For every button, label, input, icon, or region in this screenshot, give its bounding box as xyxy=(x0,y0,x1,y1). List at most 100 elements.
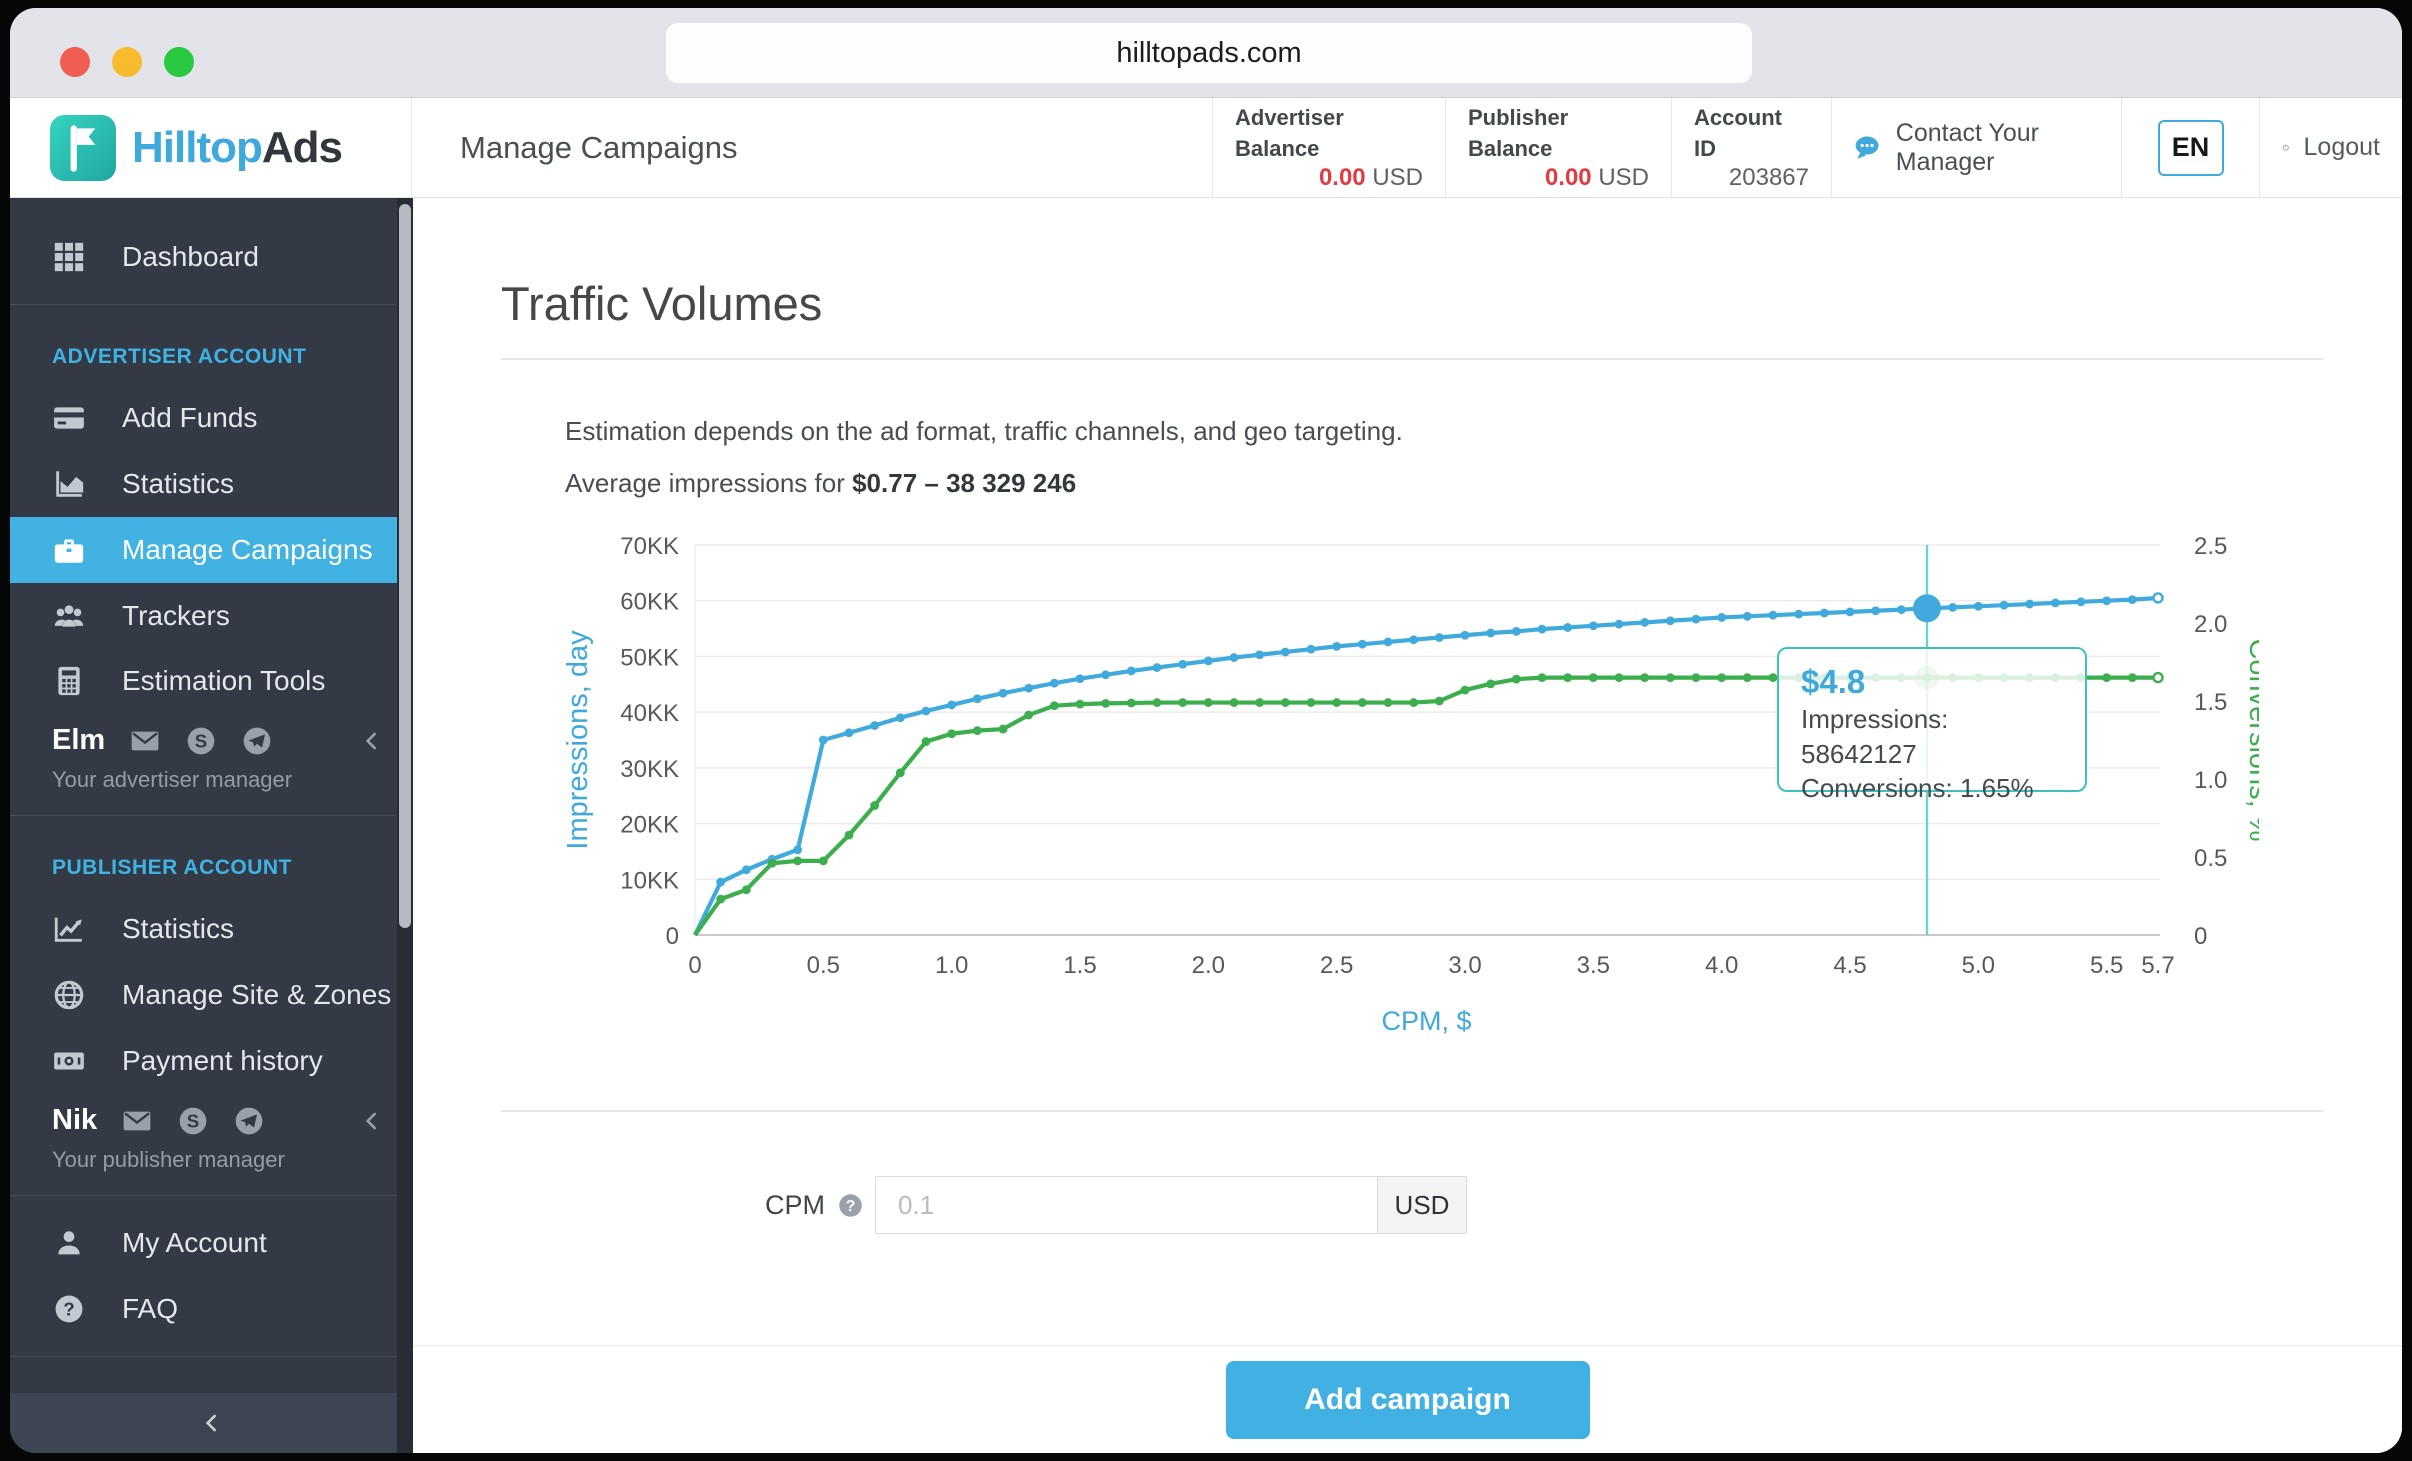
svg-text:2.5: 2.5 xyxy=(2194,533,2227,560)
svg-text:2.5: 2.5 xyxy=(1320,952,1353,979)
sidebar-item-label: Payment history xyxy=(122,1045,323,1077)
svg-text:1.5: 1.5 xyxy=(1063,952,1096,979)
average-impressions-line: Average impressions for $0.77 – 38 329 2… xyxy=(565,468,1077,498)
svg-text:S: S xyxy=(187,1110,199,1131)
page-title: Manage Campaigns xyxy=(460,129,738,165)
help-icon[interactable]: ? xyxy=(837,1192,864,1219)
window-zoom-button[interactable] xyxy=(164,47,194,77)
question-circle-icon: ? xyxy=(55,1295,83,1323)
account-id-value: 203867 xyxy=(1728,164,1809,192)
language-selector[interactable]: EN xyxy=(2157,119,2224,176)
globe-icon xyxy=(54,980,84,1010)
svg-text:0: 0 xyxy=(688,952,701,979)
svg-text:?: ? xyxy=(846,1198,856,1215)
svg-text:0.5: 0.5 xyxy=(807,952,840,979)
sidebar-item-label: Statistics xyxy=(122,913,235,945)
chevron-left-icon[interactable] xyxy=(359,1108,385,1134)
advertiser-manager-card: Elm S xyxy=(10,714,413,801)
account-id-label: Account ID xyxy=(1694,104,1782,161)
sidebar-item-manage-site-zones[interactable]: Manage Site & Zones xyxy=(10,962,413,1028)
browser-window: hilltopads.com HilltopAds Manage Campaig… xyxy=(10,8,2402,1453)
svg-text:4.0: 4.0 xyxy=(1705,952,1738,979)
sidebar-item-label: Manage Campaigns xyxy=(122,533,373,565)
svg-text:2.0: 2.0 xyxy=(1192,952,1225,979)
sidebar-item-faq[interactable]: ? FAQ xyxy=(10,1276,413,1342)
svg-text:5.5: 5.5 xyxy=(2090,952,2123,979)
svg-text:1.0: 1.0 xyxy=(935,952,968,979)
skype-icon[interactable]: S xyxy=(185,725,217,757)
contact-manager-button[interactable]: Contact Your Manager xyxy=(1831,98,2121,197)
telegram-icon[interactable] xyxy=(233,1105,265,1137)
calculator-icon xyxy=(58,667,80,696)
sidebar-divider xyxy=(10,303,413,305)
sidebar-item-label: Dashboard xyxy=(122,240,259,272)
cpm-currency-addon: USD xyxy=(1377,1176,1467,1234)
url-text: hilltopads.com xyxy=(1116,36,1302,69)
advertiser-manager-subtitle: Your advertiser manager xyxy=(52,767,293,793)
power-icon xyxy=(2282,144,2289,151)
main-content: Traffic Volumes Estimation depends on th… xyxy=(413,198,2402,1453)
svg-text:5.0: 5.0 xyxy=(1962,952,1995,979)
window-minimize-button[interactable] xyxy=(112,47,142,77)
svg-text:0: 0 xyxy=(2194,923,2207,950)
publisher-manager-subtitle: Your publisher manager xyxy=(52,1147,285,1173)
sidebar-item-dashboard[interactable]: Dashboard xyxy=(10,224,413,290)
add-campaign-button[interactable]: Add campaign xyxy=(1225,1360,1590,1439)
publisher-manager-name: Nik xyxy=(52,1104,98,1137)
email-icon[interactable] xyxy=(129,725,161,757)
account-id: Account ID 203867 xyxy=(1671,98,1831,197)
address-bar[interactable]: hilltopads.com xyxy=(666,23,1752,83)
sidebar-item-my-account[interactable]: My Account xyxy=(10,1210,413,1276)
email-icon[interactable] xyxy=(121,1105,153,1137)
advertiser-balance-label: Advertiser Balance xyxy=(1235,104,1344,161)
brand-logo[interactable]: HilltopAds xyxy=(10,98,412,197)
traffic-volume-chart: 0 10KK 20KK 30KK 40KK 50KK 60KK 70KK 0 0.5 1.0 1.5 2… xyxy=(553,528,2275,1073)
publisher-balance-value: 0.00 USD xyxy=(1544,164,1649,192)
chevron-left-icon[interactable] xyxy=(359,728,385,754)
sidebar-item-manage-campaigns[interactable]: Manage Campaigns xyxy=(10,516,413,583)
sidebar-item-label: Add Funds xyxy=(122,401,258,433)
publisher-balance-label: Publisher Balance xyxy=(1468,104,1569,161)
logout-button[interactable]: Logout xyxy=(2259,98,2402,197)
chat-bubble-icon xyxy=(1855,136,1879,159)
tooltip-conversions: Conversions: 1.65% xyxy=(1801,773,2034,804)
sidebar-collapse-button[interactable] xyxy=(10,1393,413,1453)
svg-text:60KK: 60KK xyxy=(620,589,679,616)
svg-text:CPM, $: CPM, $ xyxy=(1381,1006,1471,1036)
sidebar-item-trackers[interactable]: Trackers xyxy=(10,583,413,649)
sidebar-scrollbar-track[interactable] xyxy=(397,198,413,1453)
logout-label: Logout xyxy=(2303,133,2380,161)
svg-text:1.5: 1.5 xyxy=(2194,689,2227,716)
svg-text:10KK: 10KK xyxy=(620,867,679,894)
advertiser-section-label: ADVERTISER ACCOUNT xyxy=(52,344,307,368)
svg-text:20KK: 20KK xyxy=(620,812,679,839)
sidebar-scrollbar-thumb[interactable] xyxy=(399,204,411,928)
svg-text:2.0: 2.0 xyxy=(2194,611,2227,638)
sidebar-item-payment-history[interactable]: Payment history xyxy=(10,1028,413,1094)
sidebar-item-label: Statistics xyxy=(122,467,235,499)
chevron-left-icon xyxy=(205,1414,216,1432)
section-divider xyxy=(501,358,2324,360)
window-close-button[interactable] xyxy=(60,47,90,77)
tooltip-impressions: Impressions: 58642127 xyxy=(1801,704,1949,769)
svg-text:1.0: 1.0 xyxy=(2194,767,2227,794)
briefcase-icon xyxy=(54,539,84,563)
sidebar: Dashboard ADVERTISER ACCOUNT Add Funds xyxy=(10,198,413,1453)
cpm-form-row: CPM ? USD xyxy=(413,1176,2402,1234)
sidebar-item-add-funds[interactable]: Add Funds xyxy=(10,385,413,451)
sidebar-item-label: My Account xyxy=(122,1227,267,1259)
svg-text:3.5: 3.5 xyxy=(1577,952,1610,979)
svg-text:30KK: 30KK xyxy=(620,756,679,783)
sidebar-item-publisher-statistics[interactable]: Statistics xyxy=(10,896,413,962)
svg-text:3.0: 3.0 xyxy=(1448,952,1481,979)
sidebar-item-advertiser-statistics[interactable]: Statistics xyxy=(10,451,413,517)
app-header: HilltopAds Manage Campaigns Advertiser B… xyxy=(10,98,2402,198)
users-icon xyxy=(54,604,84,627)
telegram-icon[interactable] xyxy=(241,725,273,757)
language-cell: EN xyxy=(2121,98,2259,197)
svg-text:4.5: 4.5 xyxy=(1833,952,1866,979)
cpm-input[interactable] xyxy=(875,1176,1377,1234)
skype-icon[interactable]: S xyxy=(177,1105,209,1137)
svg-text:0.5: 0.5 xyxy=(2194,845,2227,872)
sidebar-item-estimation-tools[interactable]: Estimation Tools xyxy=(10,649,413,715)
